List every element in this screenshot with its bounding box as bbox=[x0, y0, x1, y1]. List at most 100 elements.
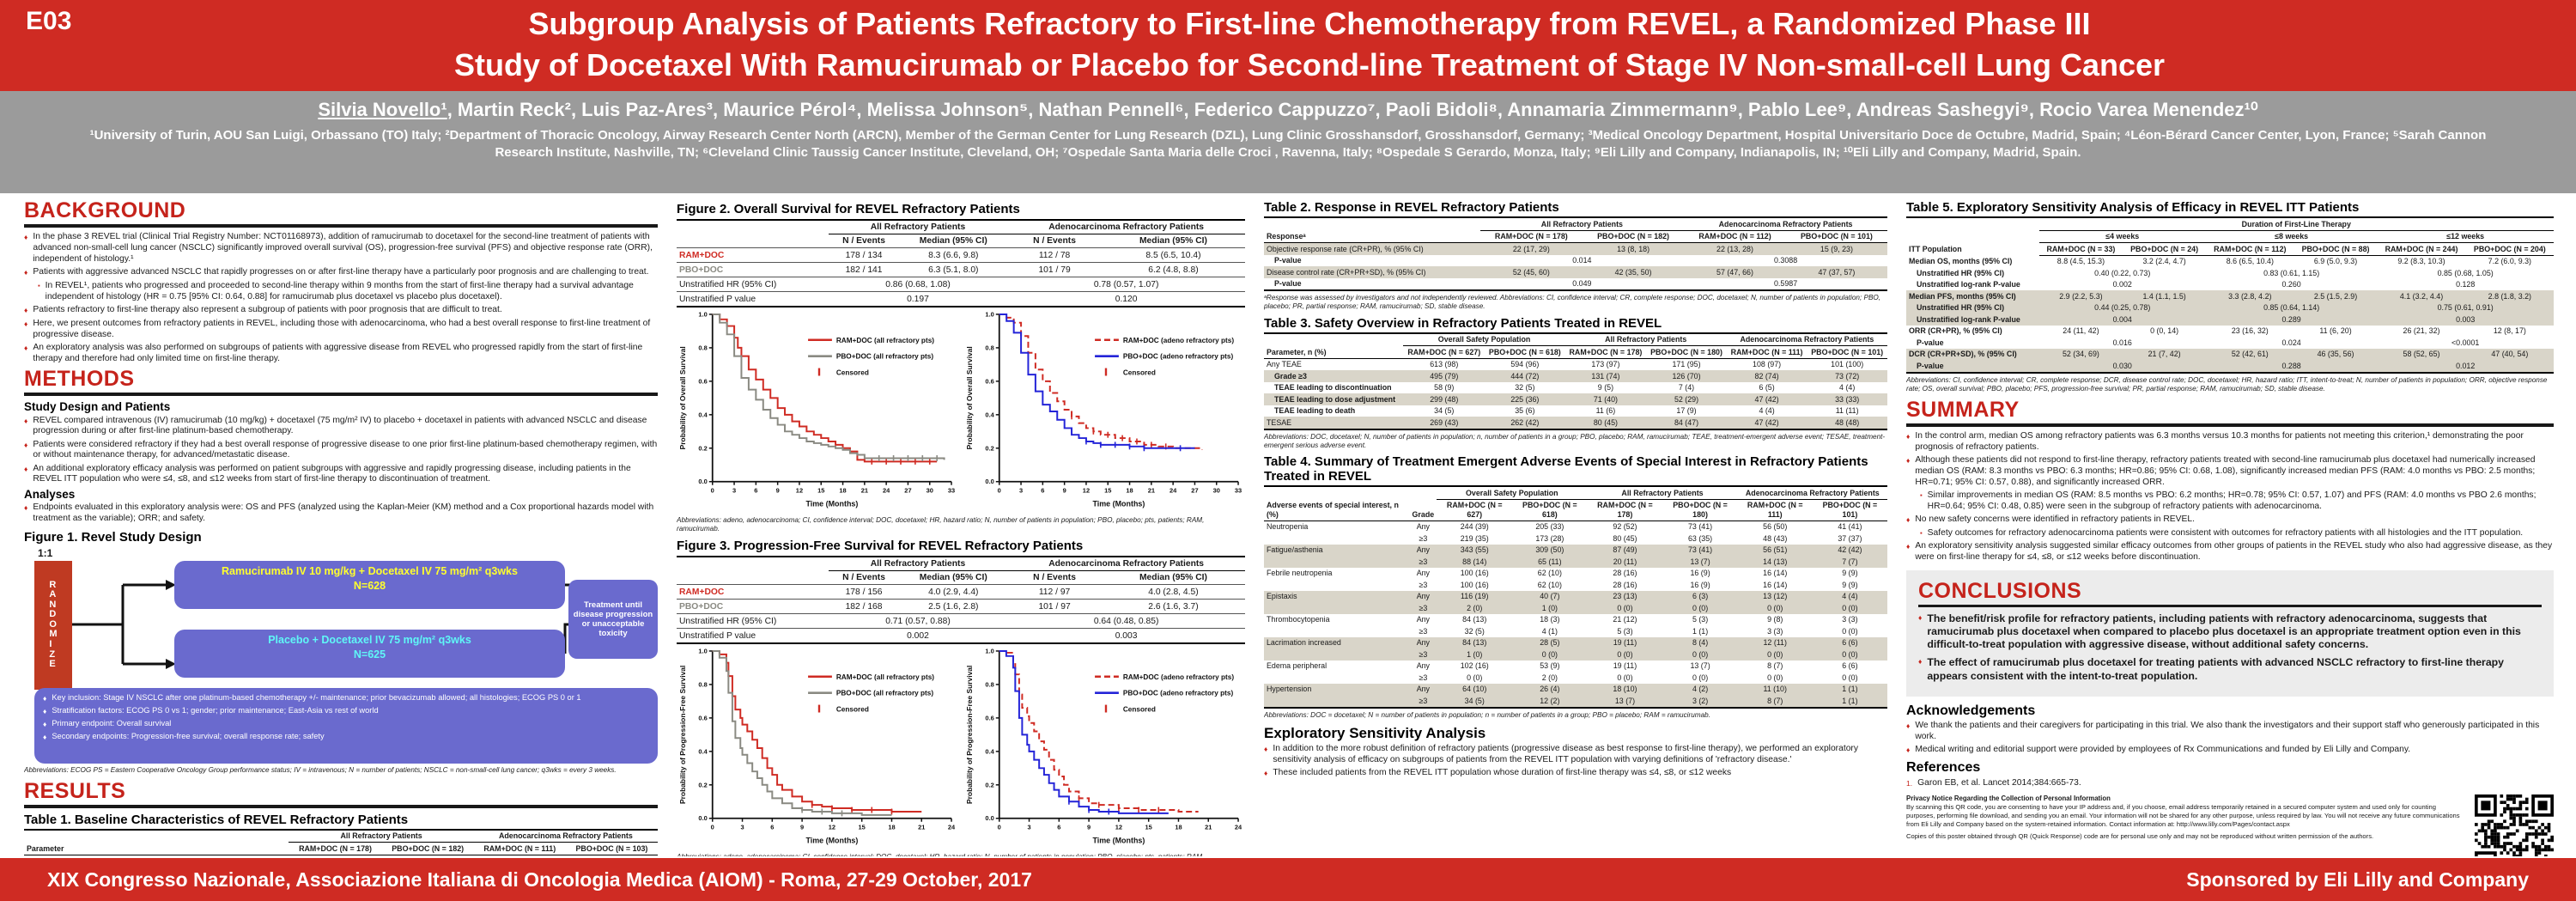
svg-text:Time (Months): Time (Months) bbox=[1092, 500, 1145, 508]
bullet-item: ♦ Patients were considered refractory if … bbox=[24, 440, 658, 462]
table-cell: 0.78 (0.57, 1.07) bbox=[1007, 277, 1245, 292]
table-cell: 2 (0) bbox=[1541, 673, 1558, 682]
svg-text:18: 18 bbox=[839, 487, 846, 495]
table-header-cell: Median (95% CI) bbox=[919, 236, 987, 246]
svg-text:0.6: 0.6 bbox=[698, 714, 707, 721]
table-cell: 6 (6) bbox=[1842, 638, 1858, 647]
table-header-cell: PBO+DOC (N = 88) bbox=[2293, 242, 2378, 256]
poster-body: BACKGROUND ♦ In the phase 3 REVEL trial (… bbox=[24, 197, 2554, 856]
svg-text:9: 9 bbox=[776, 487, 780, 495]
table2: All Refractory Patients Adenocarcinoma Re… bbox=[1264, 216, 1887, 291]
bullet-text: Similar improvements in median OS (RAM: … bbox=[1927, 490, 2537, 511]
table-header-cell: N / Events bbox=[1033, 236, 1076, 246]
table-cell: 0.3088 bbox=[1773, 256, 1798, 265]
table-cell: 0.85 (0.68, 1.05) bbox=[2437, 268, 2494, 277]
table-header-cell: PBO+DOC (N = 101) bbox=[1812, 499, 1887, 521]
table-cell: 2 (0) bbox=[1467, 603, 1483, 612]
table-cell: Unstratified HR (95% CI) bbox=[1917, 303, 2005, 312]
bullet-text: Primary endpoint: Overall survival bbox=[52, 719, 172, 728]
table-header-cell: All Refractory Patients bbox=[1587, 486, 1738, 500]
table-row: ≥3 100 (16) 62 (10) 28 (16) 16 (9) 16 (14) 9 (… bbox=[1264, 579, 1887, 591]
table-cell: 0 (0) bbox=[1692, 603, 1709, 612]
svg-text:Censored: Censored bbox=[1123, 369, 1156, 377]
table-cell: 1 (0) bbox=[1541, 603, 1558, 612]
bullet-icon: ♦ bbox=[24, 320, 28, 329]
bullet-item: ♦ Here, we present outcomes from refracto… bbox=[24, 319, 658, 341]
table-header-cell: Adenocarcinoma Refractory Patients bbox=[1737, 486, 1887, 500]
table-cell: 28 (5) bbox=[1540, 638, 1560, 647]
table-cell: 178 / 134 bbox=[828, 247, 900, 263]
table-header-cell: Adenocarcinoma Refractory Patients bbox=[1726, 332, 1887, 346]
svg-text:0.0: 0.0 bbox=[698, 478, 707, 485]
poster-title-line1: Subgroup Analysis of Patients Refractory… bbox=[528, 6, 2091, 41]
table-cell: 101 / 79 bbox=[1007, 262, 1102, 277]
table-cell: 18 (10) bbox=[1613, 685, 1637, 693]
table-cell: 0 (0) bbox=[1692, 673, 1709, 682]
table-cell: 37 (37) bbox=[1838, 533, 1862, 543]
qr-code bbox=[2475, 794, 2554, 856]
acknowledgements-bullets: ♦ We thank the patients and their caregiv… bbox=[1906, 721, 2554, 757]
reference-item: 1. Garon EB, et al. Lancet 2014;384:665-7… bbox=[1906, 778, 2554, 790]
bullet-item: ♦ Although these patients did not respond… bbox=[1906, 455, 2554, 488]
svg-text:1.0: 1.0 bbox=[698, 647, 707, 654]
table-cell: 37 (36) bbox=[566, 855, 658, 856]
table-cell: 92 (52) bbox=[1613, 522, 1637, 531]
svg-text:15: 15 bbox=[817, 487, 824, 495]
table-row: ≥3 2 (0) 1 (0) 0 (0) 0 (0) 0 (0) 0 (0) bbox=[1264, 602, 1887, 614]
svg-text:3: 3 bbox=[1019, 487, 1023, 495]
svg-text:PBO+DOC (adeno refractory pts): PBO+DOC (adeno refractory pts) bbox=[1123, 690, 1234, 697]
table-cell: Epistaxis bbox=[1267, 592, 1297, 600]
table-cell bbox=[1264, 648, 1410, 661]
svg-text:1.0: 1.0 bbox=[985, 647, 993, 654]
table-header-cell: RAM+DOC (N = 112) bbox=[2205, 242, 2294, 256]
table-cell: 0.85 (0.64, 1.14) bbox=[2263, 303, 2320, 312]
svg-text:0.0: 0.0 bbox=[698, 814, 707, 822]
table-cell: 22 (17, 29) bbox=[1512, 244, 1550, 253]
bullet-item: ♦ No new safety concerns were identified … bbox=[1906, 514, 2554, 527]
table-cell: 52 (42, 61) bbox=[2231, 350, 2269, 358]
table-cell: 80 (45) bbox=[1593, 417, 1618, 427]
svg-text:3: 3 bbox=[732, 487, 736, 495]
table-row: P-value 0.030 0.288 0.012 bbox=[1906, 360, 2554, 373]
poster-id: E03 bbox=[26, 7, 72, 35]
table-cell: 1 (0) bbox=[1467, 649, 1483, 659]
table-header-row: Parameter, n (%) RAM+DOC (N = 627) PBO+DOC… bbox=[1264, 345, 1887, 359]
table-cell: 32 (5) bbox=[1464, 626, 1485, 636]
table-header-cell: PBO+DOC (N = 204) bbox=[2465, 242, 2554, 256]
table1: All Refractory Patients Adenocarcinoma Re… bbox=[24, 828, 658, 856]
table-cell: 15 (9, 23) bbox=[1820, 244, 1853, 253]
table-cell: 8.3 (6.6, 9.8) bbox=[899, 247, 1008, 263]
bullet-text: Stratification factors: ECOG PS 0 vs 1; … bbox=[52, 706, 379, 715]
table-row: ≥3 32 (5) 4 (1) 5 (3) 1 (1) 3 (3) 0 (0) bbox=[1264, 625, 1887, 637]
bullet-icon: ♦ bbox=[1918, 657, 1923, 667]
table-cell: 5 (3) bbox=[1617, 626, 1633, 636]
table-header-cell: Parameter, n (%) bbox=[1264, 345, 1404, 359]
table-row: ≥3 34 (5) 12 (2) 13 (7) 3 (2) 8 (7) 1 (1) bbox=[1264, 695, 1887, 708]
table-cell: 173 (28) bbox=[1535, 533, 1564, 543]
table-cell: 58 (52, 65) bbox=[2403, 350, 2440, 358]
conclusions-bullets: ♦ The benefit/risk profile for refractory… bbox=[1918, 612, 2542, 683]
table-cell: 2.5 (1.6, 2.8) bbox=[899, 599, 1008, 614]
svg-text:12: 12 bbox=[1083, 487, 1090, 495]
table-cell bbox=[1264, 672, 1410, 684]
table-cell: Any bbox=[1416, 522, 1430, 531]
table-cell: ≥3 bbox=[1419, 696, 1428, 705]
arm2-n: N=625 bbox=[353, 648, 386, 661]
table-cell: 28 (16) bbox=[1613, 580, 1637, 589]
table-cell: 56 (50) bbox=[1763, 522, 1788, 531]
svg-text:24: 24 bbox=[883, 487, 890, 495]
svg-text:Probability of Overall Surviva: Probability of Overall Survival bbox=[965, 346, 974, 449]
table4: Overall Safety Population All Refractory … bbox=[1264, 485, 1887, 709]
table-cell: 84 (13) bbox=[1462, 638, 1487, 647]
bullet-icon: ♦ bbox=[24, 233, 28, 241]
svg-text:9: 9 bbox=[1087, 824, 1091, 831]
table-cell: P-value bbox=[1917, 361, 1944, 370]
privacy-heading: Privacy Notice Regarding the Collection … bbox=[1906, 794, 2111, 803]
table-row: Unstratified HR (95% CI) 0.86 (0.68, 1.08… bbox=[677, 277, 1245, 292]
table-row: TEAE leading to death 34 (5) 35 (6) 11 (6) 1… bbox=[1264, 405, 1887, 417]
table-cell: 6.9 (5.0, 9.3) bbox=[2313, 257, 2358, 265]
km-chart: 0.0 0.2 0.4 0.6 0.8 1.0 0 3 6 9 12 15 18 21 24 27 30 33 Ti… bbox=[965, 310, 1242, 508]
table-cell: Any bbox=[1416, 592, 1430, 600]
table-cell: 6 (6) bbox=[1842, 661, 1858, 670]
table-cell: 14 (13) bbox=[1763, 557, 1788, 566]
